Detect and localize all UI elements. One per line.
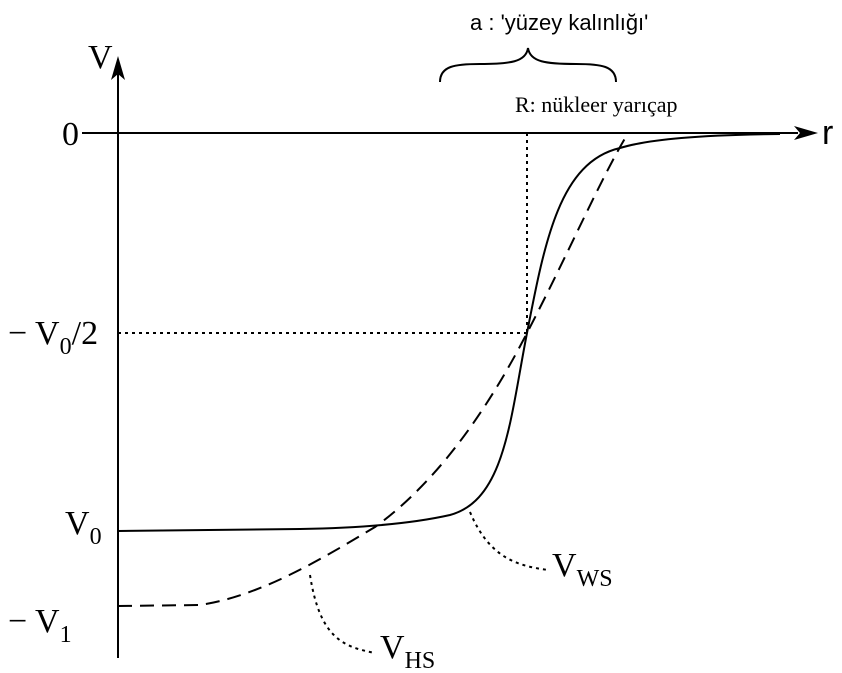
tick-zero: 0 xyxy=(62,116,79,153)
tick-half-depth: − V0/2 xyxy=(8,315,98,360)
hs-label-sub: HS xyxy=(405,648,436,673)
y-axis-arrow-icon xyxy=(111,56,125,80)
harmonic-curve xyxy=(117,134,628,607)
surface-thickness-label: a : 'yüzey kalınlığı' xyxy=(470,10,648,35)
tick-v1-sub: 1 xyxy=(60,622,72,648)
tick-half-depth-prefix: − V xyxy=(8,315,60,352)
y-axis-label: V xyxy=(88,39,113,76)
x-axis-arrow-icon xyxy=(794,126,818,140)
ws-leader xyxy=(469,511,549,571)
hs-label-main: V xyxy=(380,629,405,666)
tick-v0-sub: 0 xyxy=(90,524,102,550)
ws-label-sub: WS xyxy=(577,566,613,592)
x-axis-label: r xyxy=(822,114,833,152)
tick-v1: − V1 xyxy=(8,603,72,648)
tick-half-depth-suffix: /2 xyxy=(72,315,98,352)
tick-v0-main: V xyxy=(65,505,90,542)
tick-half-depth-sub: 0 xyxy=(60,334,72,360)
woods-saxon-curve xyxy=(117,133,781,532)
surface-brace-icon xyxy=(439,47,617,83)
tick-v1-prefix: − V xyxy=(8,603,60,640)
tick-v0: V0 xyxy=(65,505,102,550)
hs-label: VHS xyxy=(380,629,435,673)
nuclear-radius-label: R: nükleer yarıçap xyxy=(515,92,678,117)
ws-label: VWS xyxy=(552,547,613,592)
hs-leader xyxy=(309,574,376,654)
ws-label-main: V xyxy=(552,547,577,584)
